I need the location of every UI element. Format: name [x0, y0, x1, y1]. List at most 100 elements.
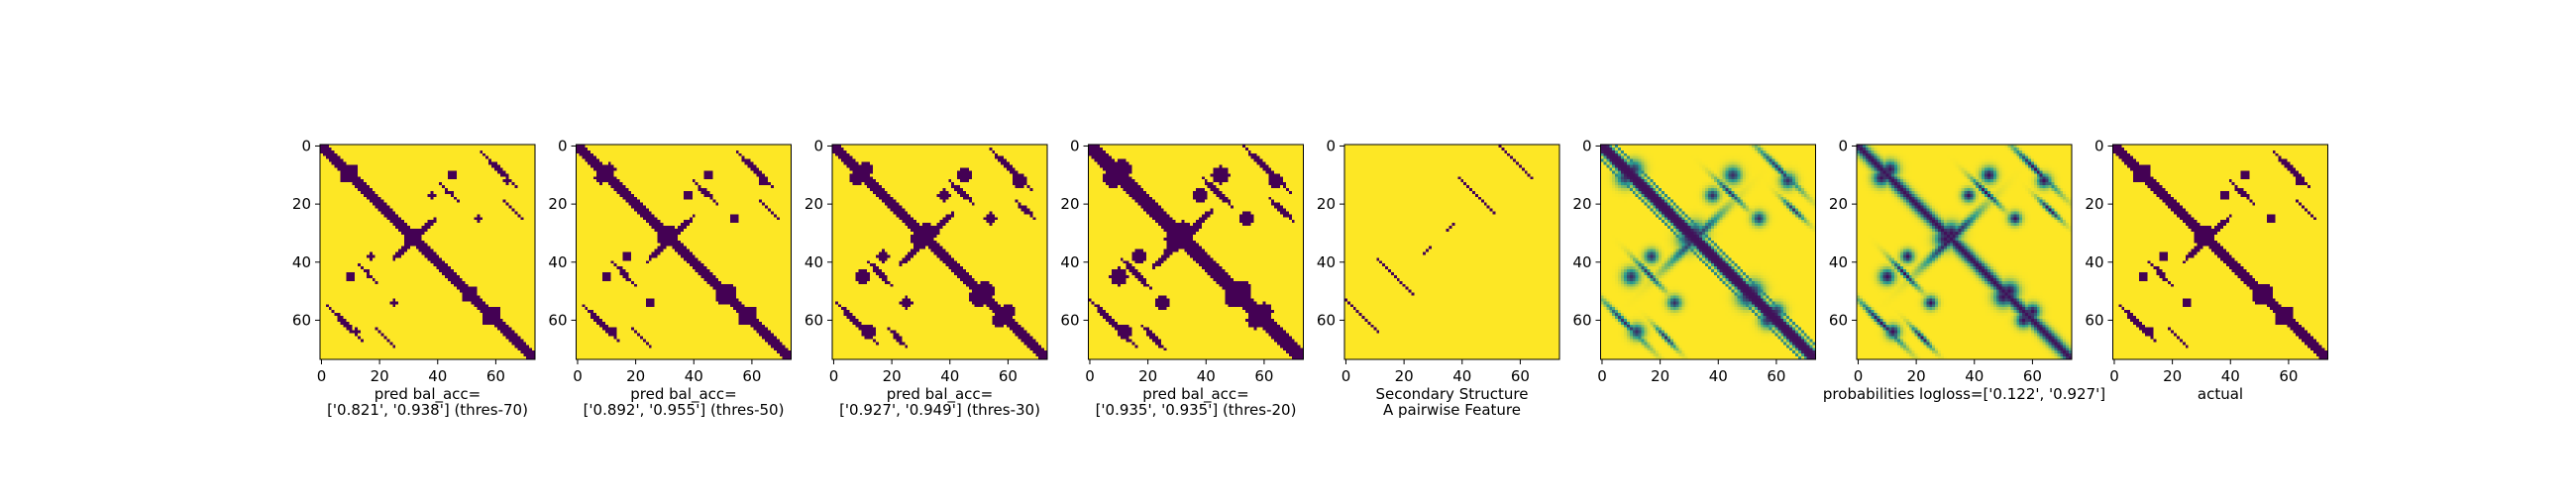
heatmap-cell	[332, 304, 335, 307]
heatmap-cell	[384, 148, 387, 150]
heatmap-cell	[514, 250, 517, 252]
heatmap-cell	[378, 165, 381, 168]
heatmap-cell	[466, 254, 469, 257]
heatmap-cell	[349, 257, 352, 260]
heatmap-cell	[341, 287, 344, 290]
heatmap-cell	[381, 162, 384, 165]
heatmap-cell	[332, 250, 335, 252]
heatmap-cell	[407, 269, 410, 272]
heatmap-cell	[463, 159, 466, 162]
heatmap-cell	[343, 214, 346, 217]
heatmap-cell	[373, 188, 376, 191]
heatmap-cell	[416, 235, 419, 238]
heatmap-cell	[346, 206, 349, 209]
heatmap-cell	[480, 150, 483, 153]
heatmap-cell	[413, 238, 416, 241]
heatmap-cell	[335, 209, 338, 212]
heatmap-cell	[384, 229, 387, 232]
heatmap-cell	[517, 247, 520, 250]
heatmap-cell	[469, 170, 472, 173]
heatmap-cell	[384, 287, 387, 290]
heatmap-cell	[520, 179, 523, 182]
heatmap-cell	[364, 278, 367, 281]
heatmap-cell	[503, 150, 506, 153]
heatmap-cell	[448, 159, 451, 162]
heatmap-cell	[457, 290, 460, 293]
heatmap-cell	[398, 284, 401, 287]
heatmap-cell	[529, 301, 532, 304]
heatmap-cell	[364, 182, 367, 185]
heatmap-cell	[419, 165, 422, 168]
heatmap-cell	[425, 188, 428, 191]
heatmap-cell	[469, 310, 472, 313]
heatmap-cell	[373, 257, 376, 260]
heatmap-cell	[430, 182, 433, 185]
heatmap-cell	[503, 156, 506, 159]
heatmap-cell	[448, 257, 451, 260]
heatmap-cell	[512, 156, 515, 159]
heatmap-cell	[520, 220, 523, 223]
heatmap-cell	[384, 220, 387, 223]
heatmap-cell	[430, 266, 433, 269]
heatmap-cell	[326, 209, 329, 212]
heatmap-cell	[332, 252, 335, 255]
heatmap-cell	[358, 272, 361, 275]
heatmap-cell	[343, 304, 346, 307]
heatmap-cell	[463, 263, 466, 266]
heatmap-cell	[514, 269, 517, 272]
heatmap-cell	[514, 173, 517, 176]
heatmap-cell	[474, 153, 477, 156]
heatmap-cell	[370, 173, 373, 176]
heatmap-cell	[477, 200, 480, 203]
heatmap-cell	[509, 247, 512, 250]
heatmap-cell	[389, 211, 392, 214]
heatmap-cell	[358, 188, 361, 191]
heatmap-cell	[454, 254, 457, 257]
heatmap-cell	[392, 214, 395, 217]
heatmap-cell	[428, 281, 431, 284]
heatmap-cell	[381, 260, 384, 263]
heatmap-cell	[526, 298, 529, 301]
heatmap-cell	[483, 206, 485, 209]
heatmap-cell	[341, 229, 344, 232]
heatmap-cell	[457, 217, 460, 220]
heatmap-cell	[509, 188, 512, 191]
heatmap-cell	[463, 284, 466, 287]
heatmap-cell	[491, 250, 494, 252]
heatmap-cell	[407, 191, 410, 194]
heatmap-cell	[410, 214, 413, 217]
heatmap-cell	[480, 301, 483, 304]
heatmap-cell	[439, 229, 442, 232]
heatmap-cell	[346, 235, 349, 238]
heatmap-cell	[407, 185, 410, 188]
heatmap-cell	[463, 257, 466, 260]
heatmap-cell	[488, 162, 491, 165]
heatmap-cell	[338, 182, 341, 185]
heatmap-cell	[477, 220, 480, 223]
heatmap-cell	[483, 217, 485, 220]
heatmap-cell	[392, 206, 395, 209]
heatmap-cell	[454, 284, 457, 287]
heatmap-cell	[488, 310, 491, 313]
heatmap-cell	[381, 179, 384, 182]
heatmap-cell	[457, 194, 460, 197]
heatmap-cell	[419, 232, 422, 235]
heatmap-cell	[500, 156, 503, 159]
heatmap-cell	[395, 170, 398, 173]
heatmap-cell	[364, 235, 367, 238]
heatmap-cell	[329, 197, 332, 200]
heatmap-cell	[392, 238, 395, 241]
heatmap-cell	[480, 304, 483, 307]
heatmap-cell	[485, 232, 488, 235]
heatmap-cell	[491, 170, 494, 173]
heatmap-cell	[477, 235, 480, 238]
heatmap-cell	[343, 232, 346, 235]
heatmap-cell	[419, 203, 422, 206]
heatmap-cell	[378, 156, 381, 159]
heatmap-cell	[466, 257, 469, 260]
heatmap-cell	[439, 281, 442, 284]
heatmap-cell	[413, 200, 416, 203]
heatmap-cell	[323, 278, 326, 281]
heatmap-cell	[376, 226, 378, 229]
heatmap-cell	[469, 220, 472, 223]
